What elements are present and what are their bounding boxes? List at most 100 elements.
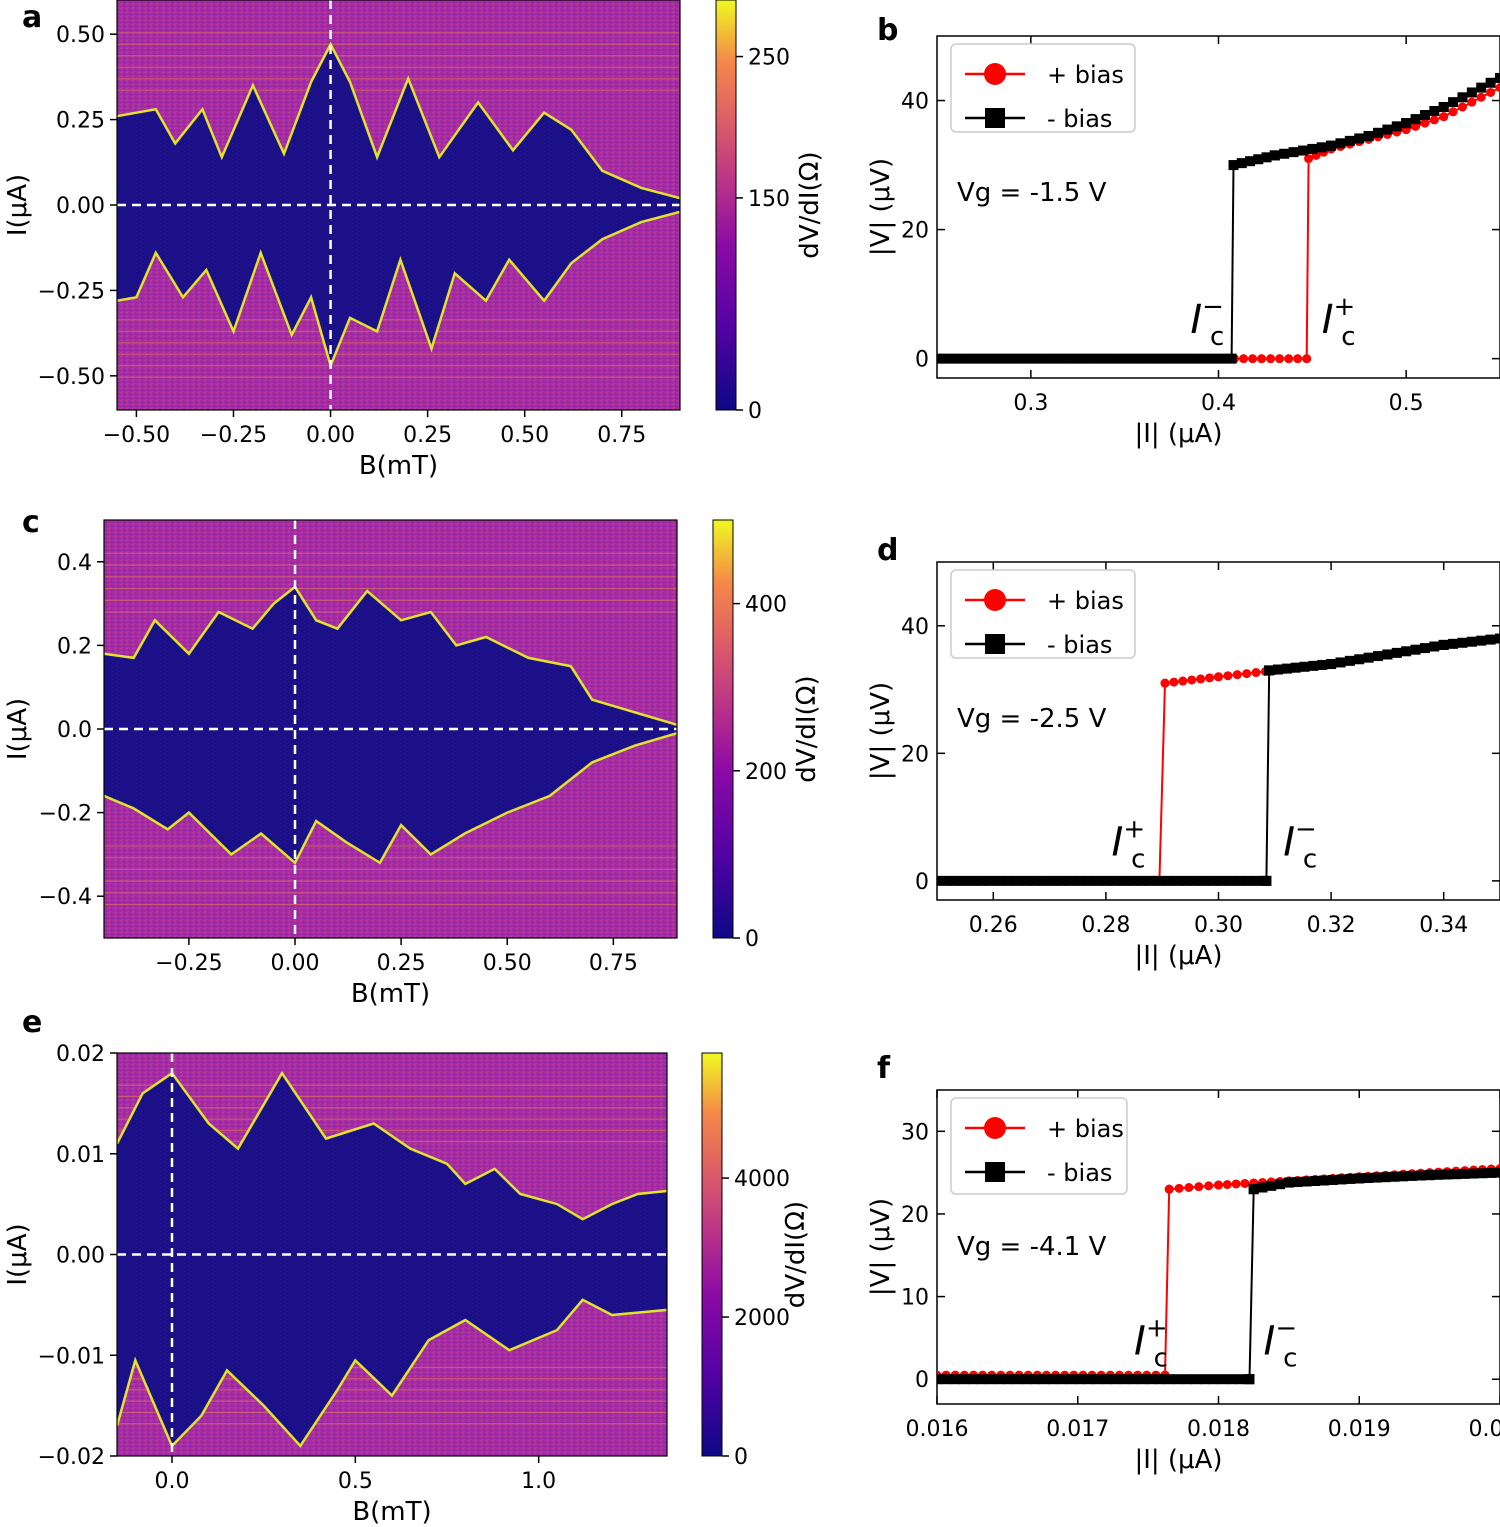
data-point-minus-bias: [1391, 121, 1402, 132]
heatmap-e: 0.0 0.5 1.0 −0.02 −0.01 0.00 0.01 0.02 B(mT) I(μA…: [3, 1042, 811, 1527]
y-tick-label: 0.0: [57, 718, 92, 743]
data-point-minus-bias: [1448, 638, 1459, 649]
y-axis-label: I(μA): [3, 698, 33, 760]
data-point-minus-bias: [1181, 353, 1192, 364]
x-axis-label: |I| (μA): [1134, 941, 1222, 971]
y-tick-label: 20: [901, 219, 929, 244]
critical-current-label: I+ c: [1112, 814, 1146, 874]
x-tick-label: 0.017: [1046, 1417, 1109, 1442]
data-point-minus-bias: [1495, 633, 1500, 644]
data-point-plus-bias: [1174, 1183, 1184, 1193]
data-point-plus-bias: [1439, 112, 1449, 122]
data-point-minus-bias: [1074, 353, 1085, 364]
y-tick-label: 20: [901, 1203, 929, 1228]
data-point-minus-bias: [1326, 140, 1337, 151]
critical-current-label: I− c: [1283, 814, 1317, 874]
x-tick-label: 0.4: [1201, 391, 1236, 416]
data-point-minus-bias: [958, 1374, 969, 1385]
data-point-minus-bias: [1297, 145, 1308, 156]
data-point-minus-bias: [1335, 657, 1346, 668]
data-point-minus-bias: [1363, 131, 1374, 142]
data-point-minus-bias: [1344, 655, 1355, 666]
data-point-plus-bias: [1257, 354, 1267, 364]
data-point-minus-bias: [1459, 1168, 1470, 1179]
data-point-minus-bias: [1317, 659, 1328, 670]
heatmap-a: −0.50 −0.25 0.00 0.25 0.50 0.75 −0.50 −0.25 0.00…: [3, 0, 825, 481]
data-point-minus-bias: [1065, 1374, 1076, 1385]
data-point-minus-bias: [1252, 875, 1263, 886]
x-tick-label: 0.5: [338, 1469, 373, 1494]
data-point-minus-bias: [1039, 1374, 1050, 1385]
data-point-minus-bias: [967, 875, 978, 886]
data-point-minus-bias: [1056, 1374, 1067, 1385]
x-tick-label: 0.020: [1469, 1417, 1500, 1442]
colorbar-tick-label: 4000: [734, 1167, 790, 1192]
y-axis-label: |V| (μV): [866, 158, 896, 256]
data-point-minus-bias: [937, 1374, 942, 1385]
data-point-minus-bias: [1228, 160, 1239, 171]
data-point-minus-bias: [940, 353, 951, 364]
data-point-minus-bias: [1216, 875, 1227, 886]
data-point-plus-bias: [1429, 115, 1439, 125]
y-axis-label: I(μA): [3, 174, 33, 236]
panel-label-d: d: [877, 533, 898, 568]
x-tick-label: −0.25: [155, 951, 222, 976]
data-point-minus-bias: [1110, 1374, 1121, 1385]
legend-marker-plus-bias: [984, 63, 1006, 85]
data-point-minus-bias: [1419, 110, 1430, 121]
data-point-minus-bias: [1119, 1374, 1130, 1385]
data-point-minus-bias: [1226, 353, 1237, 364]
colorbar: [701, 1052, 723, 1457]
data-point-plus-bias: [1184, 1183, 1194, 1193]
legend-marker-minus-bias: [985, 634, 1005, 654]
data-point-minus-bias: [1248, 1184, 1259, 1195]
data-point-minus-bias: [1336, 1174, 1347, 1185]
data-point-plus-bias: [1231, 1179, 1241, 1189]
data-point-plus-bias: [1304, 154, 1314, 164]
data-point-minus-bias: [1190, 1374, 1201, 1385]
data-area: [937, 633, 1500, 886]
data-point-plus-bias: [1204, 1181, 1214, 1191]
data-point-minus-bias: [1275, 1179, 1286, 1190]
data-point-minus-bias: [1173, 353, 1184, 364]
iv-plot-b: 0.3 0.4 0.5 0 20 40 |I| (μA) |V| (μV) + bias - bi…: [866, 35, 1500, 449]
data-point-minus-bias: [1354, 654, 1365, 665]
y-axis-label: |V| (μV): [866, 1198, 896, 1296]
data-point-minus-bias: [937, 875, 942, 886]
x-tick-label: 0.34: [1419, 913, 1468, 938]
data-point-minus-bias: [1048, 353, 1059, 364]
legend-label: + bias: [1047, 61, 1124, 89]
data-point-minus-bias: [1310, 1175, 1321, 1186]
data-point-minus-bias: [1410, 114, 1421, 125]
data-point-minus-bias: [1354, 1173, 1365, 1184]
data-point-minus-bias: [1264, 665, 1275, 676]
data-point-minus-bias: [1283, 1177, 1294, 1188]
x-tick-label: 0.75: [589, 951, 638, 976]
data-point-minus-bias: [1155, 353, 1166, 364]
data-point-minus-bias: [1307, 143, 1318, 154]
y-tick-label: −0.01: [38, 1344, 105, 1369]
y-tick-label: −0.2: [39, 802, 92, 827]
data-point-minus-bias: [1199, 1374, 1210, 1385]
critical-current-label: I+ c: [1134, 1313, 1168, 1373]
data-point-minus-bias: [1292, 1177, 1303, 1188]
data-point-minus-bias: [1146, 1374, 1157, 1385]
data-point-minus-bias: [1039, 353, 1050, 364]
data-point-minus-bias: [1335, 138, 1346, 149]
data-point-minus-bias: [1373, 127, 1384, 138]
data-point-minus-bias: [985, 875, 996, 886]
data-point-minus-bias: [1208, 353, 1219, 364]
data-point-minus-bias: [1389, 1171, 1400, 1182]
data-point-minus-bias: [1373, 651, 1384, 662]
data-point-minus-bias: [1319, 1175, 1330, 1186]
data-point-minus-bias: [1486, 1167, 1497, 1178]
data-point-minus-bias: [1021, 1374, 1032, 1385]
data-point-minus-bias: [1164, 353, 1175, 364]
x-tick-label: 0.019: [1328, 1417, 1391, 1442]
data-point-minus-bias: [1056, 353, 1067, 364]
data-point-minus-bias: [949, 875, 960, 886]
y-tick-label: 0.50: [56, 23, 105, 48]
data-point-minus-bias: [985, 1374, 996, 1385]
data-point-minus-bias: [1136, 875, 1147, 886]
data-point-minus-bias: [1047, 875, 1058, 886]
